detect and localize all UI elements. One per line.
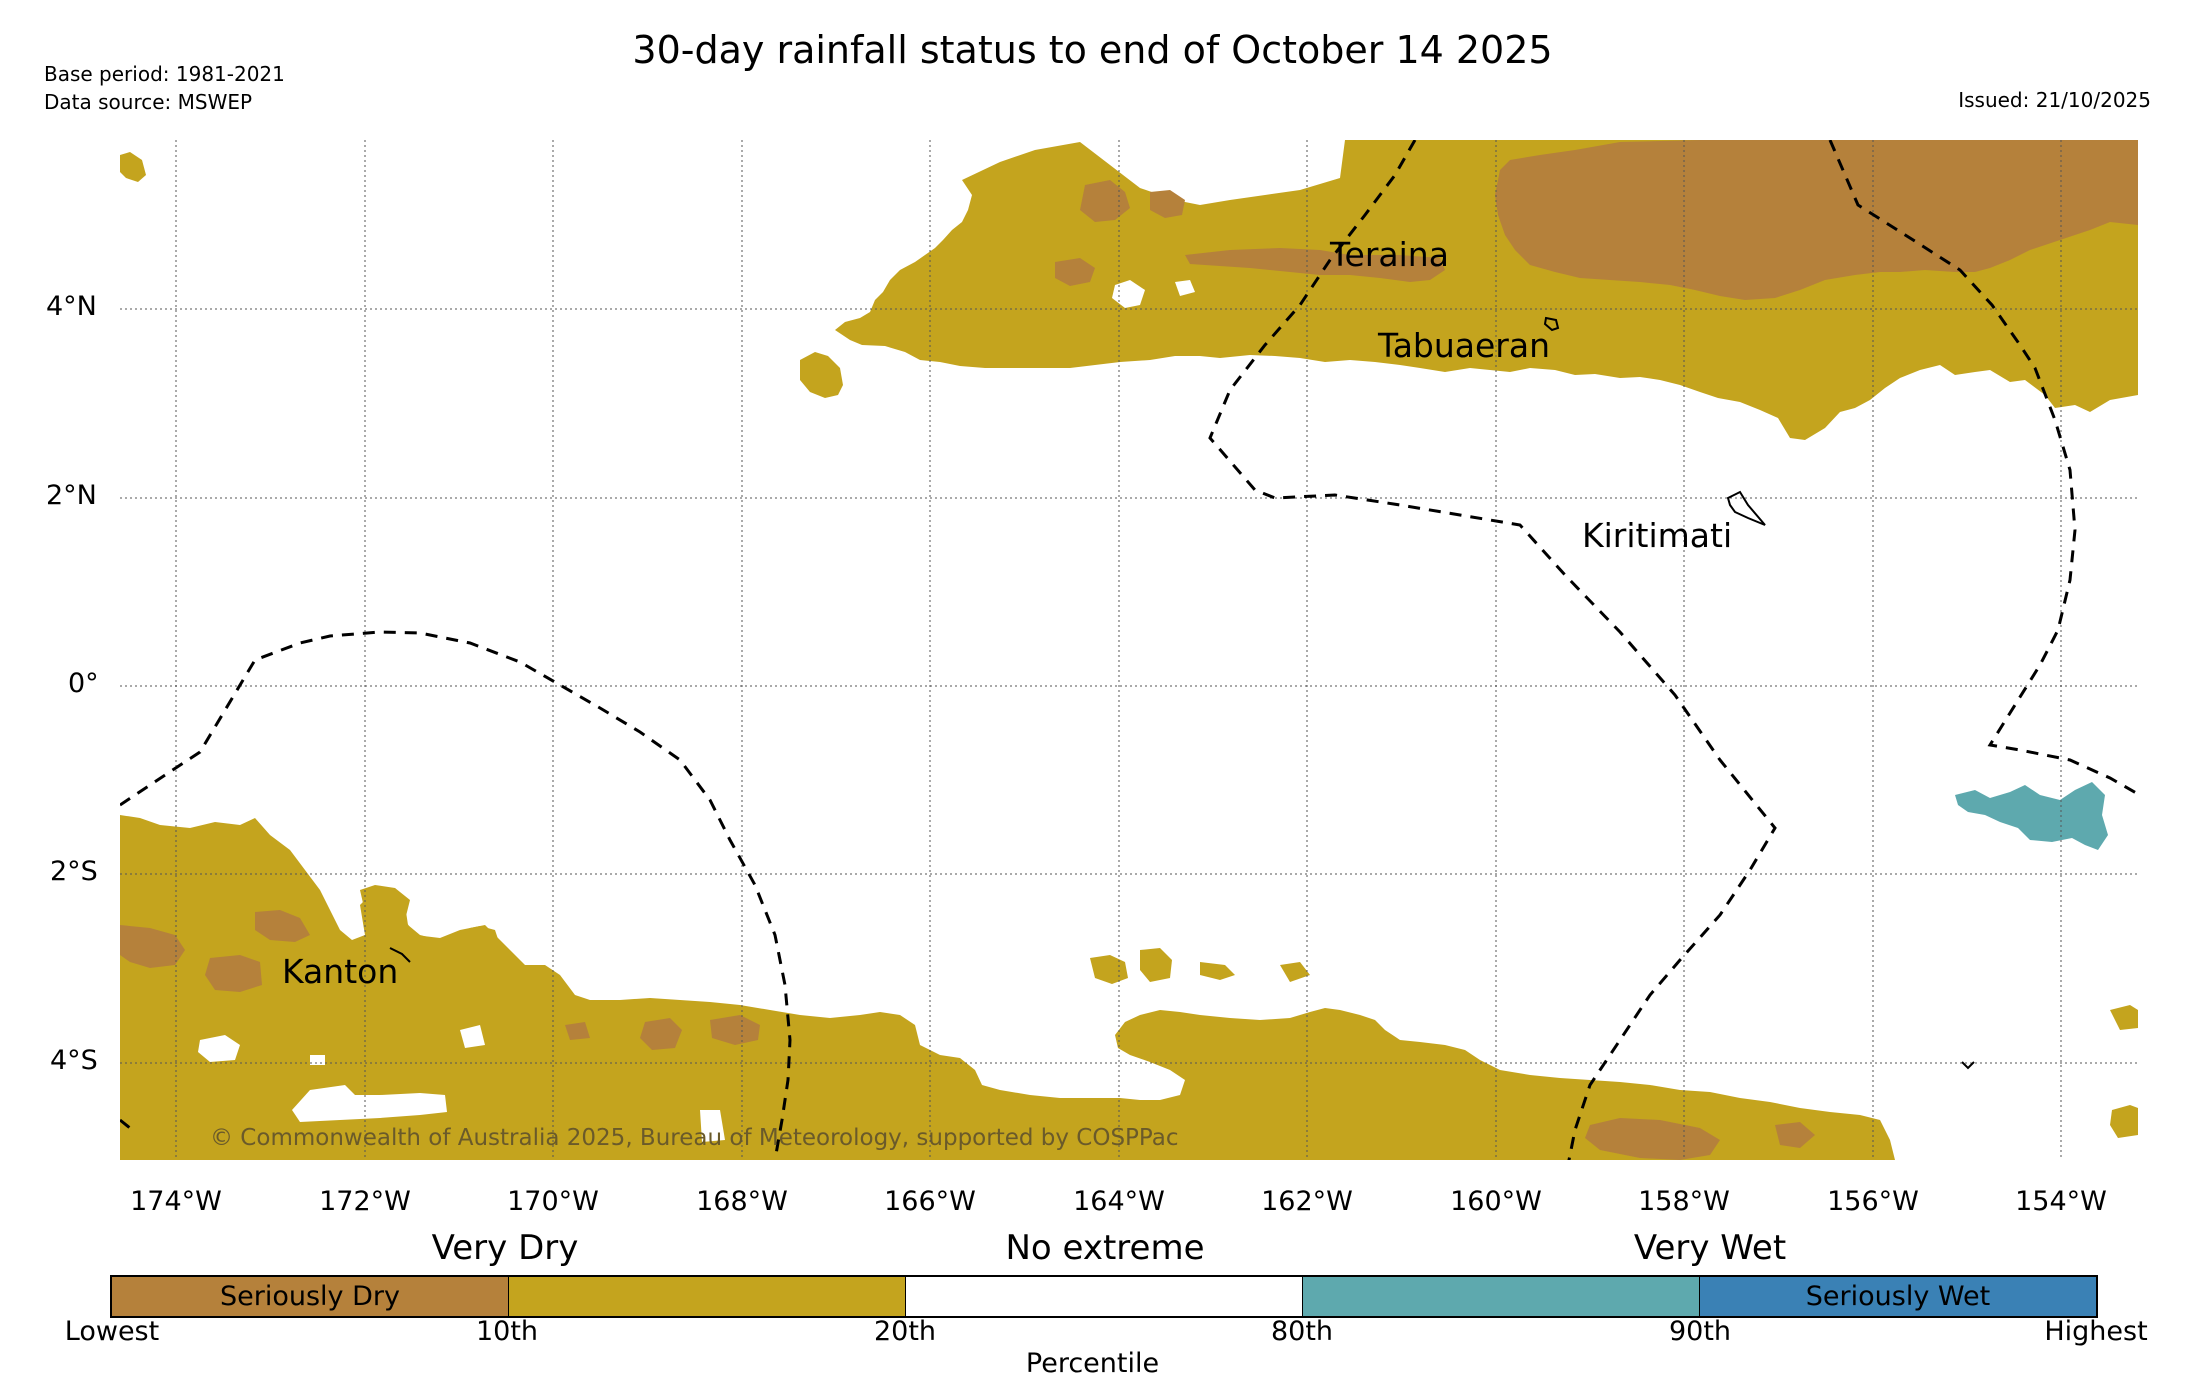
north-white-hole-2 bbox=[1175, 280, 1195, 296]
legend-colorbar: Seriously Dry Seriously Wet bbox=[110, 1275, 2098, 1318]
legend-tick-80th: 80th bbox=[1270, 1316, 1334, 1347]
legend-bin-label: Seriously Wet bbox=[1805, 1281, 1991, 1312]
south-very-dry-region bbox=[120, 815, 1895, 1160]
southeast-islet-2 bbox=[2110, 1105, 2138, 1138]
lat-gridlines bbox=[120, 308, 2138, 1064]
lon-label-172w: 172°W bbox=[319, 1186, 411, 1217]
south-dry-patch-4 bbox=[710, 1015, 760, 1045]
lon-gridlines bbox=[175, 140, 2062, 1160]
south-white-hole-1 bbox=[198, 1035, 240, 1062]
copyright-credit: © Commonwealth of Australia 2025, Bureau… bbox=[210, 1125, 1179, 1151]
south-dry-patch-2 bbox=[255, 910, 310, 942]
southeast-islet-1 bbox=[2110, 1005, 2138, 1030]
legend-bin-very-dry bbox=[509, 1277, 906, 1316]
south-islet-4 bbox=[1280, 962, 1310, 982]
tabuaeran-island-outline bbox=[1543, 316, 1560, 332]
issued-date: Issued: 21/10/2025 bbox=[1958, 88, 2151, 112]
lon-label-158w: 158°W bbox=[1638, 1186, 1730, 1217]
south-dry-patch-6 bbox=[1585, 1118, 1720, 1160]
lon-label-170w: 170°W bbox=[507, 1186, 599, 1217]
very-wet-patch bbox=[1955, 782, 2108, 850]
legend-tick-20th: 20th bbox=[873, 1316, 937, 1347]
kiritimati-island-outline bbox=[1726, 490, 1766, 526]
lon-label-174w: 174°W bbox=[130, 1186, 222, 1217]
legend-tick-10th: 10th bbox=[475, 1316, 539, 1347]
south-dry-patch-1 bbox=[205, 955, 262, 992]
lon-label-166w: 166°W bbox=[884, 1186, 976, 1217]
north-dry-blob-2 bbox=[1150, 190, 1185, 218]
lat-label-4s: 4°S bbox=[50, 1045, 98, 1076]
base-period-text: Base period: 1981-2021 bbox=[44, 62, 285, 86]
line-islands-eez-boundary bbox=[1208, 140, 1777, 1160]
legend-bin-label: Seriously Dry bbox=[220, 1281, 400, 1312]
lon-label-160w: 160°W bbox=[1450, 1186, 1542, 1217]
south-dry-patch-3 bbox=[640, 1018, 682, 1050]
north-seriously-dry-region bbox=[1495, 140, 2138, 300]
legend-bin-seriously-wet: Seriously Wet bbox=[1700, 1277, 2096, 1316]
place-label-teraina: Teraina bbox=[1330, 235, 1449, 274]
south-white-hole-4 bbox=[310, 1055, 325, 1065]
legend-category-no-extreme: No extreme bbox=[1005, 1228, 1205, 1268]
page-title: 30-day rainfall status to end of October… bbox=[632, 28, 1553, 72]
metadata-block: Base period: 1981-2021 Data source: MSWE… bbox=[44, 60, 285, 116]
south-white-hole-5 bbox=[460, 1025, 485, 1048]
lat-label-2n: 2°N bbox=[46, 480, 97, 511]
legend-bin-no-extreme bbox=[906, 1277, 1303, 1316]
north-white-hole bbox=[1112, 280, 1145, 308]
lon-label-154w: 154°W bbox=[2015, 1186, 2107, 1217]
legend-axis-label: Percentile bbox=[1025, 1348, 1160, 1379]
map-frame bbox=[120, 140, 2138, 1160]
south-dry-patch-5 bbox=[565, 1022, 590, 1040]
kanton-seriously-dry bbox=[120, 925, 185, 968]
legend-category-very-dry: Very Dry bbox=[431, 1228, 579, 1268]
north-dry-blob-3 bbox=[1055, 258, 1095, 286]
lon-label-168w: 168°W bbox=[696, 1186, 788, 1217]
south-white-hole-3 bbox=[700, 1110, 725, 1142]
north-white-hole-3 bbox=[1880, 405, 1912, 428]
eastern-eez-boundary bbox=[1828, 140, 2138, 796]
lat-label-0: 0° bbox=[68, 668, 99, 699]
legend-tick-highest: Highest bbox=[2044, 1316, 2148, 1347]
lat-label-4n: 4°N bbox=[46, 291, 97, 322]
north-dry-blob bbox=[1080, 180, 1130, 222]
southeast-island-marker bbox=[1961, 1061, 1975, 1070]
west-very-dry-islet bbox=[800, 352, 843, 398]
legend-bin-very-wet bbox=[1303, 1277, 1700, 1316]
south-dry-patch-7 bbox=[1775, 1122, 1815, 1148]
legend-category-very-wet: Very Wet bbox=[1633, 1228, 1787, 1268]
phoenix-islands-eez-boundary bbox=[120, 630, 792, 1160]
eez-boundaries bbox=[120, 140, 2138, 1160]
teraina-dry-patch bbox=[1185, 248, 1445, 282]
lon-label-162w: 162°W bbox=[1261, 1186, 1353, 1217]
place-label-kanton: Kanton bbox=[282, 952, 399, 991]
legend-tick-90th: 90th bbox=[1668, 1316, 1732, 1347]
south-white-hole-2 bbox=[292, 1085, 447, 1122]
kanton-island-outline bbox=[389, 947, 411, 963]
south-islet-3 bbox=[1200, 962, 1235, 980]
legend-tick-lowest: Lowest bbox=[64, 1316, 160, 1347]
lon-label-164w: 164°W bbox=[1073, 1186, 1165, 1217]
southwest-eez-fragment bbox=[120, 1118, 136, 1134]
legend-bin-seriously-dry: Seriously Dry bbox=[112, 1277, 509, 1316]
kanton-island-arm bbox=[360, 885, 500, 962]
lat-label-2s: 2°S bbox=[50, 856, 98, 887]
south-islet-2 bbox=[1140, 948, 1172, 982]
place-label-kiritimati: Kiritimati bbox=[1582, 516, 1733, 555]
place-label-tabuaeran: Tabuaeran bbox=[1378, 326, 1551, 365]
northwest-islet bbox=[120, 152, 146, 182]
lon-label-156w: 156°W bbox=[1827, 1186, 1919, 1217]
data-source-text: Data source: MSWEP bbox=[44, 90, 253, 114]
